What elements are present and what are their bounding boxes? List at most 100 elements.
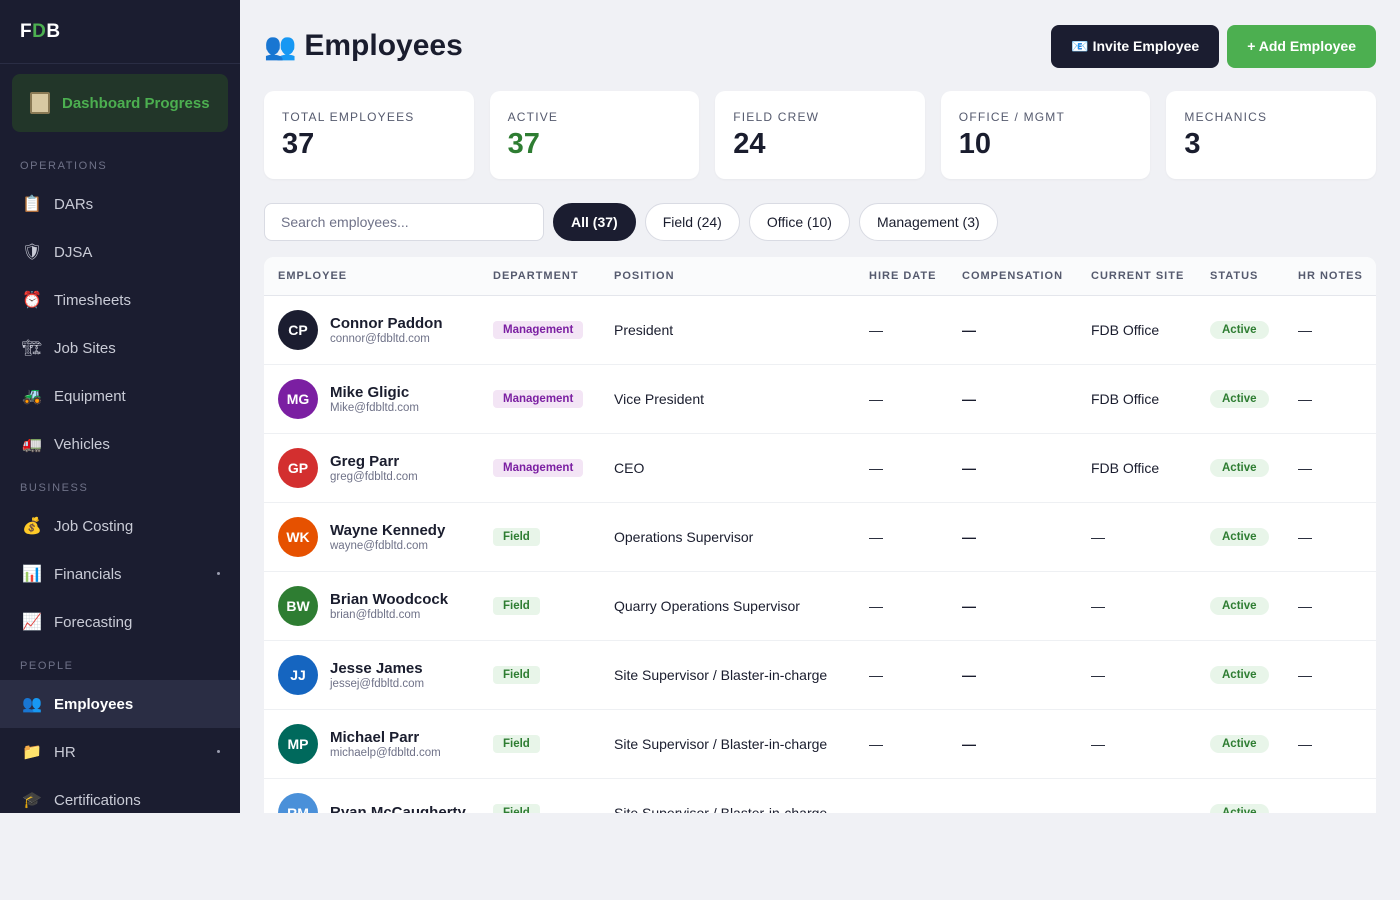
employee-text: Jesse James jessej@fdbltd.com bbox=[330, 660, 424, 690]
column-header[interactable]: CURRENT SITE bbox=[1077, 257, 1196, 296]
hire-date-cell: — bbox=[855, 778, 948, 813]
section-label-business: BUSINESS bbox=[20, 482, 89, 494]
stat-value: 10 bbox=[958, 128, 992, 160]
sidebar-item-employees[interactable]: 👥 Employees bbox=[0, 680, 240, 728]
filter-pill[interactable]: All (37) bbox=[553, 203, 636, 241]
stat-value: 24 bbox=[733, 128, 766, 160]
status-cell: Active bbox=[1196, 502, 1284, 572]
sidebar-item-job-sites[interactable]: 🏗 Job Sites bbox=[0, 324, 240, 372]
column-header[interactable]: POSITION bbox=[600, 257, 855, 296]
sidebar-item-label: Certifications bbox=[54, 791, 141, 809]
status-badge: Active bbox=[1210, 666, 1269, 684]
status-badge: Active bbox=[1210, 735, 1269, 753]
filter-pill[interactable]: Field (24) bbox=[644, 203, 740, 241]
department-cell: Management bbox=[479, 295, 600, 365]
sidebar-item-label: Equipment bbox=[54, 387, 126, 405]
section-label-people: PEOPLE bbox=[20, 660, 74, 672]
employee-name[interactable]: Michael Parr bbox=[330, 728, 420, 746]
sidebar-item-timesheets[interactable]: ⏰ Timesheets bbox=[0, 276, 240, 324]
sidebar-item-forecasting[interactable]: 📈 Forecasting bbox=[0, 598, 240, 646]
invite-employee-button[interactable]: 📧 Invite Employee bbox=[1051, 24, 1220, 68]
people-icon: 👥 bbox=[264, 30, 297, 61]
employee-name[interactable]: Ryan McCaugherty bbox=[330, 803, 466, 814]
page-title: 👥 Employees bbox=[264, 29, 463, 63]
tractor-icon: 🚜 bbox=[22, 388, 42, 405]
employee-name[interactable]: Brian Woodcock bbox=[330, 590, 449, 608]
sidebar-item-dars[interactable]: 📋 DARs bbox=[0, 180, 240, 228]
stats-row: TOTAL EMPLOYEES 37 ACTIVE 37 FIELD CREW 24 OFF… bbox=[264, 91, 1376, 179]
sidebar-item-certifications[interactable]: 🎓 Certifications bbox=[0, 776, 240, 813]
position-cell: CEO bbox=[600, 433, 855, 503]
employee-cell: WK Wayne Kennedy wayne@fdbltd.com bbox=[264, 502, 479, 572]
compensation-cell: — bbox=[948, 709, 1077, 779]
table-row[interactable]: JJ Jesse James jessej@fdbltd.com Field Site … bbox=[264, 640, 1376, 710]
hire-date-cell: — bbox=[855, 502, 948, 572]
employee-name[interactable]: Connor Paddon bbox=[330, 314, 443, 332]
page-title-text: Employees bbox=[304, 29, 463, 62]
employee-name[interactable]: Greg Parr bbox=[330, 452, 400, 470]
sidebar-item-djsa[interactable]: 🛡 DJSA bbox=[0, 228, 240, 276]
hire-date-cell: — bbox=[855, 640, 948, 710]
table-row[interactable]: WK Wayne Kennedy wayne@fdbltd.com Field Oper… bbox=[264, 502, 1376, 572]
sidebar-item-hr[interactable]: 📁 HR bbox=[0, 728, 240, 776]
column-header[interactable]: STATUS bbox=[1196, 257, 1284, 296]
hr-notes-cell: — bbox=[1284, 502, 1376, 572]
sidebar-item-financials[interactable]: 📊 Financials bbox=[0, 550, 240, 598]
page-header: 👥 Employees 📧 Invite Employee + Add Empl… bbox=[264, 24, 1376, 68]
table-row[interactable]: MG Mike Gligic Mike@fdbltd.com Management Vi… bbox=[264, 364, 1376, 434]
hr-notes-cell: — bbox=[1284, 778, 1376, 813]
dashboard-progress-button[interactable]: Dashboard Progress bbox=[12, 74, 228, 132]
hr-notes-cell: — bbox=[1284, 295, 1376, 365]
status-cell: Active bbox=[1196, 433, 1284, 503]
column-header[interactable]: DEPARTMENT bbox=[479, 257, 600, 296]
sidebar-item-vehicles[interactable]: 🚛 Vehicles bbox=[0, 420, 240, 468]
employee-name[interactable]: Wayne Kennedy bbox=[330, 521, 446, 539]
current-site-cell: — bbox=[1077, 640, 1196, 710]
hire-date-cell: — bbox=[855, 571, 948, 641]
stat-value: 37 bbox=[507, 128, 540, 160]
current-site-cell: FDB Office bbox=[1077, 364, 1196, 434]
employee-cell: JJ Jesse James jessej@fdbltd.com bbox=[264, 640, 479, 710]
compensation-cell: — bbox=[948, 433, 1077, 503]
folder-icon: 📁 bbox=[22, 744, 42, 761]
column-header[interactable]: HIRE DATE bbox=[855, 257, 948, 296]
status-cell: Active bbox=[1196, 778, 1284, 813]
column-header[interactable]: COMPENSATION bbox=[948, 257, 1077, 296]
logo-letter: F bbox=[20, 20, 33, 42]
column-header[interactable]: HR NOTES bbox=[1284, 257, 1376, 296]
stat-value: 3 bbox=[1184, 128, 1201, 160]
column-header[interactable]: EMPLOYEE bbox=[264, 257, 479, 296]
sidebar-item-job-costing[interactable]: 💰 Job Costing bbox=[0, 502, 240, 550]
position-cell: Quarry Operations Supervisor bbox=[600, 571, 855, 641]
department-badge: Management bbox=[493, 390, 584, 408]
sidebar-item-label: Job Sites bbox=[54, 339, 116, 357]
filter-pill[interactable]: Office (10) bbox=[748, 203, 850, 241]
status-badge: Active bbox=[1210, 390, 1269, 408]
employee-info: MP Michael Parr michaelp@fdbltd.com bbox=[278, 723, 479, 764]
employee-info: MG Mike Gligic Mike@fdbltd.com bbox=[278, 378, 479, 419]
table-row[interactable]: MP Michael Parr michaelp@fdbltd.com Field Si… bbox=[264, 709, 1376, 779]
position-cell: Site Supervisor / Blaster-in-charge bbox=[600, 709, 855, 779]
employee-cell: CP Connor Paddon connor@fdbltd.com bbox=[264, 295, 479, 365]
table-row[interactable]: BW Brian Woodcock brian@fdbltd.com Field Qua… bbox=[264, 571, 1376, 641]
table-row[interactable]: CP Connor Paddon connor@fdbltd.com Manageme… bbox=[264, 295, 1376, 365]
expand-indicator-icon bbox=[217, 572, 220, 575]
filter-pill[interactable]: Management (3) bbox=[858, 203, 998, 241]
sidebar-item-label: Forecasting bbox=[54, 613, 133, 631]
table-row[interactable]: GP Greg Parr greg@fdbltd.com Management CEO —… bbox=[264, 433, 1376, 503]
main-content: 👥 Employees 📧 Invite Employee + Add Empl… bbox=[240, 0, 1400, 813]
truck-icon: 🚛 bbox=[22, 436, 42, 453]
table-row[interactable]: RM Ryan McCaugherty Field Site Supervisor /… bbox=[264, 778, 1376, 813]
current-site-cell: FDB Office bbox=[1077, 433, 1196, 503]
stat-label: MECHANICS bbox=[1184, 110, 1268, 124]
sidebar-item-equipment[interactable]: 🚜 Equipment bbox=[0, 372, 240, 420]
employee-name[interactable]: Mike Gligic bbox=[330, 383, 410, 401]
add-employee-button[interactable]: + Add Employee bbox=[1227, 24, 1376, 68]
employee-name[interactable]: Jesse James bbox=[330, 659, 423, 677]
employee-info: GP Greg Parr greg@fdbltd.com bbox=[278, 447, 479, 488]
search-input[interactable] bbox=[264, 203, 544, 241]
compensation-cell: — bbox=[948, 295, 1077, 365]
bar-chart-icon: 📊 bbox=[22, 566, 42, 583]
